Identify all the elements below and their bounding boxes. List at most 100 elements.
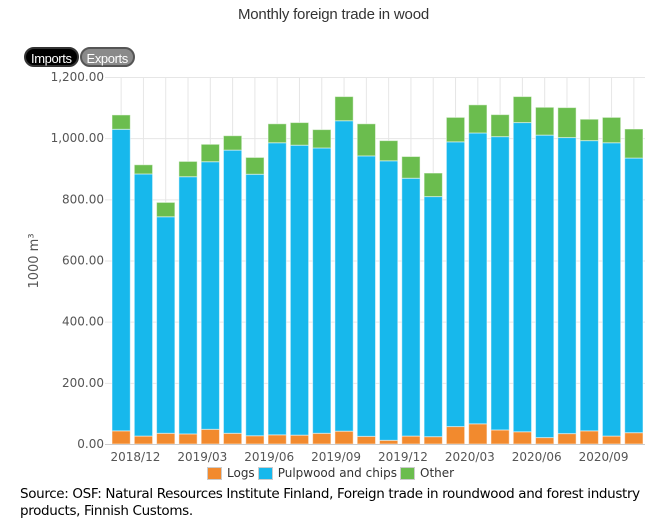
bar-pulpwood-and-chips[interactable] (289, 144, 310, 436)
bar-pulpwood-and-chips[interactable] (401, 177, 421, 437)
bar-stack-2019/05 (245, 156, 265, 445)
bar-logs[interactable] (490, 429, 510, 445)
bar-logs[interactable] (423, 436, 443, 445)
bar-pulpwood-and-chips[interactable] (624, 157, 644, 434)
bar-other[interactable] (535, 106, 555, 136)
bar-stack-2020/01 (423, 172, 443, 445)
bar-logs[interactable] (601, 435, 622, 445)
dataset-toggle: Imports Exports (24, 47, 135, 67)
legend-item-pulpwood[interactable]: Pulpwood and chips (257, 466, 397, 480)
bar-other[interactable] (490, 114, 510, 138)
bar-other[interactable] (356, 123, 376, 157)
bar-logs[interactable] (468, 423, 488, 445)
bar-other[interactable] (601, 116, 622, 144)
bar-logs[interactable] (222, 432, 243, 445)
bar-other[interactable] (334, 96, 354, 122)
bar-pulpwood-and-chips[interactable] (245, 173, 265, 437)
bar-pulpwood-and-chips[interactable] (267, 142, 287, 436)
bar-pulpwood-and-chips[interactable] (312, 147, 332, 434)
bar-logs[interactable] (312, 432, 332, 445)
bar-other[interactable] (379, 140, 399, 162)
bar-pulpwood-and-chips[interactable] (133, 173, 154, 437)
bar-logs[interactable] (334, 430, 354, 445)
imports-button[interactable]: Imports (24, 47, 79, 67)
bar-logs[interactable] (200, 428, 220, 445)
bar-logs[interactable] (289, 434, 310, 445)
y-tick-label: 0.00 (77, 437, 104, 451)
bar-pulpwood-and-chips[interactable] (579, 140, 599, 432)
bar-logs[interactable] (535, 437, 555, 445)
bar-stack-2020/06 (535, 106, 555, 445)
bar-logs[interactable] (624, 432, 644, 445)
bar-other[interactable] (156, 201, 176, 218)
legend-label: Pulpwood and chips (277, 466, 397, 480)
y-tick-label: 1,200.00 (51, 70, 104, 84)
bar-stack-2019/04 (222, 135, 243, 445)
bar-logs[interactable] (356, 435, 376, 445)
bar-pulpwood-and-chips[interactable] (557, 137, 577, 435)
bar-stack-2020/05 (512, 96, 533, 445)
bar-logs[interactable] (267, 434, 287, 445)
x-tick-label: 2020/06 (512, 450, 562, 464)
bar-pulpwood-and-chips[interactable] (178, 176, 198, 435)
bar-logs[interactable] (445, 426, 466, 445)
bar-pulpwood-and-chips[interactable] (379, 160, 399, 441)
bar-other[interactable] (200, 143, 220, 163)
bar-pulpwood-and-chips[interactable] (468, 132, 488, 425)
bar-pulpwood-and-chips[interactable] (222, 149, 243, 434)
bar-other[interactable] (423, 172, 443, 198)
bar-logs[interactable] (557, 433, 577, 445)
y-axis-label: 1000 m³ (27, 233, 42, 288)
bar-pulpwood-and-chips[interactable] (535, 134, 555, 439)
bar-other[interactable] (512, 96, 533, 124)
bar-pulpwood-and-chips[interactable] (601, 142, 622, 437)
legend-item-other[interactable]: Other (400, 466, 454, 480)
x-tick-label: 2019/06 (244, 450, 294, 464)
bar-stack-2020/04 (490, 114, 510, 445)
bar-pulpwood-and-chips[interactable] (334, 120, 354, 432)
bar-other[interactable] (111, 114, 131, 130)
bar-pulpwood-and-chips[interactable] (423, 196, 443, 438)
bar-other[interactable] (579, 118, 599, 142)
bar-pulpwood-and-chips[interactable] (356, 155, 376, 437)
bar-stack-2020/03 (468, 104, 488, 445)
bar-other[interactable] (289, 122, 310, 146)
bar-other[interactable] (267, 123, 287, 144)
bar-other[interactable] (624, 128, 644, 159)
bar-pulpwood-and-chips[interactable] (200, 161, 220, 430)
bar-other[interactable] (178, 160, 198, 178)
bar-other[interactable] (245, 156, 265, 175)
bar-logs[interactable] (133, 435, 154, 445)
bar-stack-2019/02 (178, 160, 198, 445)
bar-other[interactable] (445, 116, 466, 143)
bar-pulpwood-and-chips[interactable] (111, 128, 131, 432)
bar-stack-2018/11 (111, 114, 131, 445)
bar-pulpwood-and-chips[interactable] (490, 136, 510, 431)
exports-button[interactable]: Exports (79, 47, 135, 67)
bars (111, 96, 644, 445)
bar-other[interactable] (557, 107, 577, 139)
bar-other[interactable] (468, 104, 488, 134)
bar-pulpwood-and-chips[interactable] (156, 216, 176, 434)
bar-pulpwood-and-chips[interactable] (445, 141, 466, 428)
bar-logs[interactable] (512, 431, 533, 445)
legend-item-logs[interactable]: Logs (207, 466, 255, 480)
bar-logs[interactable] (379, 439, 399, 445)
bar-other[interactable] (222, 135, 243, 151)
bar-logs[interactable] (178, 433, 198, 445)
bar-other[interactable] (312, 129, 332, 149)
bar-other[interactable] (401, 156, 421, 179)
bar-logs[interactable] (156, 432, 176, 445)
legend-swatch-pulpwood (257, 466, 273, 480)
bar-logs[interactable] (401, 435, 421, 445)
bar-logs[interactable] (579, 430, 599, 445)
bar-logs[interactable] (245, 435, 265, 445)
bar-stack-2019/01 (156, 201, 176, 445)
bar-other[interactable] (133, 164, 154, 175)
bar-logs[interactable] (111, 430, 131, 445)
bar-stack-2020/02 (445, 116, 466, 445)
bar-stack-2019/08 (312, 129, 332, 445)
bar-stack-2018/12 (133, 164, 154, 445)
y-tick-label: 800.00 (62, 192, 104, 206)
bar-pulpwood-and-chips[interactable] (512, 122, 533, 433)
